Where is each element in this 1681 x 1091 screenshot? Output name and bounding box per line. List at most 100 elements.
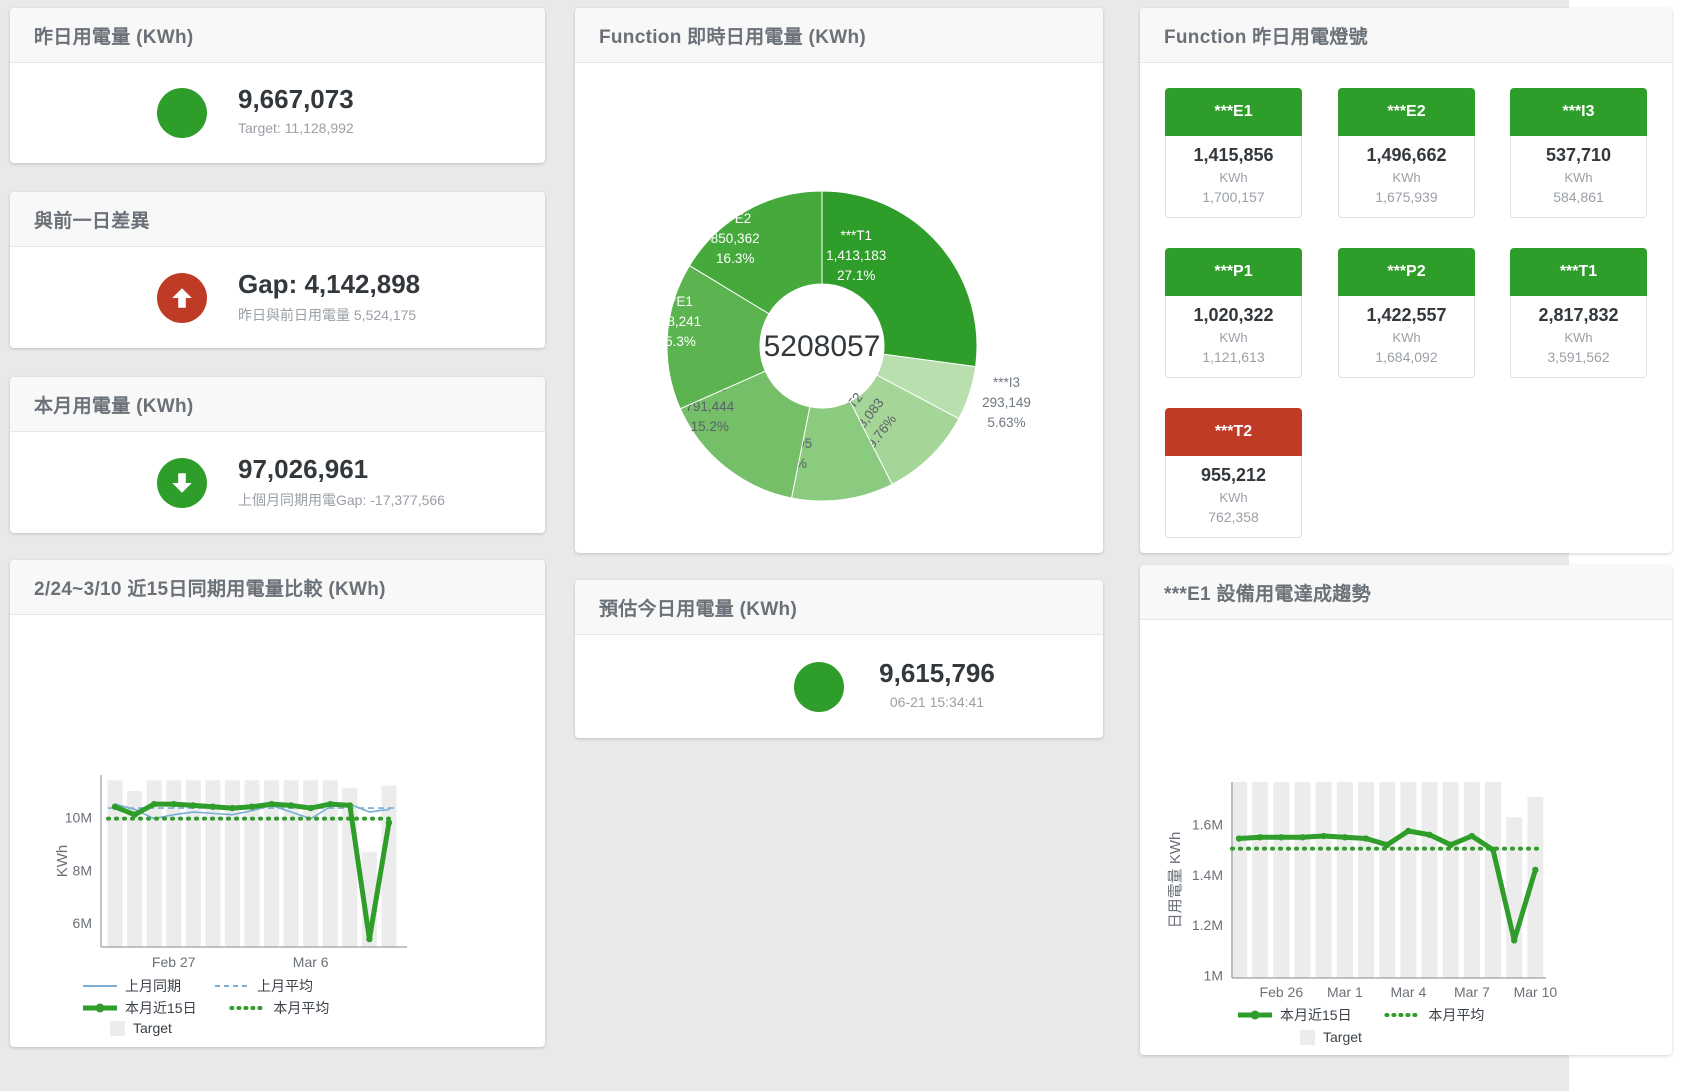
- svg-text:Mar 4: Mar 4: [1390, 984, 1426, 1000]
- usage-tile-P2: ***P2 1,422,557 KWh 1,684,092: [1338, 248, 1475, 378]
- svg-text:1.4M: 1.4M: [1192, 867, 1223, 883]
- svg-text:8M: 8M: [73, 862, 92, 878]
- usage-tile-E1: ***E1 1,415,856 KWh 1,700,157: [1165, 88, 1302, 218]
- kpi-month-block: 97,026,961 上個月同期用電Gap: -17,377,566: [238, 454, 445, 510]
- tile-value: 1,422,557: [1366, 305, 1447, 325]
- tile-unit: KWh: [1219, 170, 1248, 185]
- card-day-gap-title: 與前一日差異: [34, 210, 150, 232]
- tile-value: 2,817,832: [1538, 305, 1619, 325]
- svg-text:Mar 6: Mar 6: [293, 954, 329, 970]
- month-value: 97,026,961: [238, 454, 369, 484]
- donut-slice-P2[interactable]: [679, 370, 811, 499]
- legend-item[interactable]: 上月同期: [125, 978, 181, 994]
- arrow-down-icon: [172, 473, 192, 493]
- yesterday-value: 9,667,073: [238, 84, 354, 114]
- yesterday-target: Target: 11,128,992: [238, 120, 354, 136]
- card-compare-chart: 2/24~3/10 近15日同期用電量比較 (KWh) 6M 8M 10M Feb 2…: [10, 560, 545, 1047]
- svg-text:1.6M: 1.6M: [1192, 817, 1223, 833]
- tile-unit: KWh: [1564, 170, 1593, 185]
- legend-marker-target[interactable]: [1300, 1030, 1315, 1045]
- donut-slice-label: ***I3 293,149 5.63%: [982, 375, 1031, 430]
- donut-slice-label: ***E2 850,362 16.3%: [711, 211, 760, 266]
- tile-target-value: 1,675,939: [1375, 189, 1438, 205]
- tile-label: ***E2: [1338, 88, 1475, 136]
- svg-text:1M: 1M: [1204, 967, 1223, 983]
- donut-slice-label: ***E1 798,241 15.3%: [652, 294, 701, 349]
- svg-text:Mar 7: Mar 7: [1454, 984, 1490, 1000]
- svg-text:6M: 6M: [73, 915, 92, 931]
- tile-unit: KWh: [1219, 330, 1248, 345]
- card-month-header: 本月用電量 (KWh): [10, 377, 545, 432]
- donut-slice-E1[interactable]: [666, 264, 770, 410]
- tile-body: 955,212 KWh 762,358: [1166, 456, 1301, 537]
- tile-value: 1,415,856: [1193, 145, 1274, 165]
- tile-target-value: 1,121,613: [1202, 349, 1265, 365]
- usage-tile-P1: ***P1 1,020,322 KWh 1,121,613: [1165, 248, 1302, 378]
- svg-text:日用電量 KWh: 日用電量 KWh: [1167, 832, 1184, 929]
- tile-value: 537,710: [1545, 145, 1612, 165]
- card-e1-trend: ***E1 設備用電達成趨勢 1M 1.2M 1.4M 1.6M Feb 26 Mar 1…: [1140, 565, 1672, 1055]
- card-compare-header: 2/24~3/10 近15日同期用電量比較 (KWh): [10, 560, 545, 615]
- tile-value: 1,496,662: [1366, 145, 1447, 165]
- legend-item[interactable]: 本月近15日: [1280, 1007, 1352, 1023]
- forecast-timestamp: 06-21 15:34:41: [889, 694, 985, 710]
- card-yesterday-usage: 昨日用電量 (KWh) 9,667,073 Target: 11,128,992: [10, 8, 545, 163]
- card-lights-header: Function 昨日用電燈號: [1140, 8, 1672, 63]
- card-trend-title: ***E1 設備用電達成趨勢: [1164, 583, 1371, 605]
- status-circle-green: [157, 88, 207, 138]
- svg-text:Mar 1: Mar 1: [1327, 984, 1363, 1000]
- card-yesterday-title: 昨日用電量 (KWh): [34, 26, 194, 48]
- donut-slice-E2[interactable]: [688, 190, 823, 315]
- card-forecast-title: 預估今日用電量 (KWh): [599, 598, 798, 620]
- legend-item[interactable]: Target: [133, 1020, 172, 1036]
- status-circle-forecast: [794, 662, 844, 712]
- kpi-yesterday-block: 9,667,073 Target: 11,128,992: [238, 84, 354, 136]
- day-gap-subtitle: 昨日與前日用電量 5,524,175: [238, 307, 417, 323]
- card-forecast-header: 預估今日用電量 (KWh): [575, 580, 1103, 635]
- tile-target-value: 1,700,157: [1202, 189, 1265, 205]
- arrow-up-icon: [172, 288, 192, 308]
- month-gap-subtitle: 上個月同期用電Gap: -17,377,566: [238, 492, 445, 508]
- tile-label: ***T2: [1165, 408, 1302, 456]
- svg-text:1.2M: 1.2M: [1192, 917, 1223, 933]
- tile-unit: KWh: [1392, 330, 1421, 345]
- card-yesterday-header: 昨日用電量 (KWh): [10, 8, 545, 63]
- tile-label: ***P1: [1165, 248, 1302, 296]
- card-donut-header: Function 即時日用電量 (KWh): [575, 8, 1103, 63]
- tile-unit: KWh: [1219, 490, 1248, 505]
- forecast-value: 9,615,796: [879, 658, 995, 688]
- tile-value: 1,020,322: [1193, 305, 1274, 325]
- legend-item[interactable]: 本月平均: [1428, 1007, 1484, 1023]
- legend-item[interactable]: Target: [1323, 1029, 1362, 1045]
- legend-item[interactable]: 本月平均: [273, 1000, 329, 1016]
- tile-value: 955,212: [1200, 465, 1267, 485]
- tile-body: 537,710 KWh 584,861: [1511, 136, 1646, 217]
- card-month-usage: 本月用電量 (KWh) 97,026,961 上個月同期用電Gap: -17,3…: [10, 377, 545, 533]
- realtime-usage-donut-chart: ***T11,413,18327.1%***I3293,1495.63%***T…: [652, 190, 1031, 502]
- svg-text:Feb 26: Feb 26: [1260, 984, 1304, 1000]
- card-status-lights: Function 昨日用電燈號 ***E1 1,415,856 KWh 1,700,1…: [1140, 8, 1672, 553]
- card-lights-title: Function 昨日用電燈號: [1164, 26, 1368, 48]
- legend-item[interactable]: 上月平均: [257, 978, 313, 994]
- tile-body: 1,496,662 KWh 1,675,939: [1339, 136, 1474, 217]
- svg-text:Mar 10: Mar 10: [1514, 984, 1558, 1000]
- tile-label: ***T1: [1510, 248, 1647, 296]
- card-month-title: 本月用電量 (KWh): [34, 395, 194, 417]
- usage-tile-T1: ***T1 2,817,832 KWh 3,591,562: [1510, 248, 1647, 378]
- donut-slice-T1[interactable]: [821, 190, 978, 368]
- tile-label: ***E1: [1165, 88, 1302, 136]
- tile-target-value: 762,358: [1208, 509, 1259, 525]
- card-day-gap: 與前一日差異 Gap: 4,142,898 昨日與前日用電量 5,524,175: [10, 192, 545, 348]
- kpi-day-gap-block: Gap: 4,142,898 昨日與前日用電量 5,524,175: [238, 269, 420, 325]
- kpi-forecast-block: 9,615,796 06-21 15:34:41: [837, 658, 1037, 710]
- card-trend-header: ***E1 設備用電達成趨勢: [1140, 565, 1672, 620]
- legend-item[interactable]: 本月近15日: [125, 1000, 197, 1016]
- tile-target-value: 3,591,562: [1547, 349, 1610, 365]
- svg-text:KWh: KWh: [54, 845, 71, 878]
- donut-slice-label: ***T1 1,413,183 27.1%: [826, 228, 886, 283]
- legend-marker-target[interactable]: [110, 1021, 125, 1036]
- card-day-gap-header: 與前一日差異: [10, 192, 545, 247]
- tile-label: ***P2: [1338, 248, 1475, 296]
- status-circle-green-down: [157, 458, 207, 508]
